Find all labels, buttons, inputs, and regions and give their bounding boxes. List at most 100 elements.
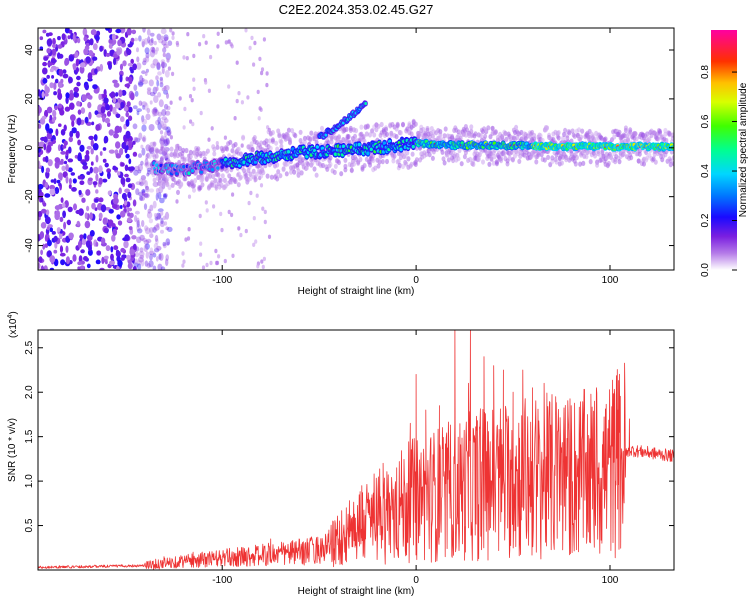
noise-speckle <box>153 248 160 253</box>
noise-speckle <box>138 100 143 106</box>
x-tick-label: -100 <box>212 575 232 586</box>
ridge-halo <box>577 127 581 133</box>
ridge-halo <box>503 130 508 136</box>
ridge-halo <box>222 177 227 183</box>
noise-speckle <box>42 77 48 84</box>
ridge-halo <box>228 139 233 145</box>
noise-speckle <box>192 53 196 59</box>
noise-speckle <box>52 44 57 48</box>
noise-speckle <box>136 228 143 234</box>
noise-speckle <box>233 116 237 121</box>
ridge-halo <box>354 128 359 134</box>
ridge-halo <box>174 146 179 152</box>
noise-speckle <box>155 86 159 92</box>
noise-speckle <box>149 233 154 239</box>
noise-speckle <box>147 208 151 214</box>
ridge-halo <box>579 134 584 140</box>
ridge-halo <box>414 157 419 163</box>
noise-speckle <box>165 43 169 49</box>
noise-speckle <box>162 193 167 198</box>
noise-speckle <box>68 93 74 101</box>
noise-speckle <box>88 111 92 120</box>
noise-speckle <box>124 164 129 172</box>
noise-speckle <box>65 163 69 172</box>
noise-speckle <box>127 191 132 199</box>
ridge-halo <box>430 133 435 139</box>
noise-speckle <box>49 267 55 270</box>
noise-speckle <box>87 177 93 182</box>
noise-speckle <box>169 28 173 33</box>
noise-speckle <box>141 41 145 48</box>
noise-speckle <box>49 188 56 196</box>
ridge-halo <box>349 167 354 173</box>
noise-speckle <box>134 210 140 215</box>
noise-speckle <box>86 171 91 176</box>
noise-speckle <box>160 59 166 64</box>
noise-speckle <box>157 71 162 76</box>
noise-speckle <box>263 219 267 225</box>
ridge-halo <box>647 136 652 142</box>
ridge-halo <box>169 146 174 152</box>
noise-speckle <box>108 129 115 136</box>
noise-speckle <box>165 126 171 133</box>
ridge-halo <box>337 159 341 166</box>
noise-speckle <box>267 234 272 239</box>
noise-speckle <box>38 183 44 190</box>
noise-speckle <box>202 34 206 39</box>
noise-speckle <box>109 92 115 97</box>
ridge-halo <box>215 144 220 150</box>
ridge-halo <box>193 178 198 184</box>
noise-speckle <box>38 106 42 114</box>
ridge-halo <box>668 162 673 168</box>
noise-speckle <box>42 67 48 75</box>
noise-speckle <box>171 71 175 77</box>
noise-speckle <box>152 181 159 188</box>
ridge-halo <box>628 129 633 135</box>
ridge-halo <box>655 136 660 142</box>
ridge-halo <box>152 141 157 147</box>
noise-speckle <box>118 187 122 194</box>
noise-speckle <box>116 48 121 56</box>
ridge-halo <box>270 138 275 144</box>
ridge-core <box>315 145 319 149</box>
ridge-halo <box>192 150 196 156</box>
noise-speckle <box>224 40 228 45</box>
noise-speckle <box>149 91 156 97</box>
noise-speckle <box>137 169 142 174</box>
noise-speckle <box>142 79 149 85</box>
noise-speckle <box>144 71 148 77</box>
ridge-halo <box>550 155 555 161</box>
noise-speckle <box>252 62 256 67</box>
noise-speckle <box>156 33 162 41</box>
ridge-halo <box>373 165 378 171</box>
noise-speckle <box>114 125 121 134</box>
y-tick-label: 1.5 <box>24 429 35 443</box>
ridge-halo <box>160 141 164 147</box>
noise-speckle <box>145 153 149 160</box>
ridge-halo <box>353 133 357 139</box>
noise-speckle <box>42 29 47 34</box>
noise-speckle <box>90 148 94 155</box>
noise-speckle <box>86 205 90 212</box>
ridge-halo <box>248 171 253 177</box>
ridge-halo <box>438 131 443 137</box>
noise-speckle <box>178 96 182 101</box>
noise-speckle <box>64 59 69 66</box>
noise-speckle <box>248 45 252 51</box>
ridge-halo <box>462 154 467 160</box>
noise-speckle <box>127 62 133 67</box>
noise-speckle <box>60 158 64 163</box>
noise-speckle <box>151 47 156 54</box>
ridge-halo <box>645 131 650 137</box>
noise-speckle <box>46 106 53 114</box>
noise-speckle <box>62 145 67 149</box>
noise-speckle <box>182 55 186 60</box>
noise-speckle <box>210 126 214 131</box>
ridge-halo <box>321 162 325 169</box>
noise-speckle <box>153 40 157 46</box>
noise-speckle <box>124 83 131 88</box>
noise-speckle <box>240 100 244 105</box>
ridge-halo <box>489 155 494 161</box>
noise-speckle <box>75 130 80 139</box>
ridge-halo <box>536 152 541 158</box>
